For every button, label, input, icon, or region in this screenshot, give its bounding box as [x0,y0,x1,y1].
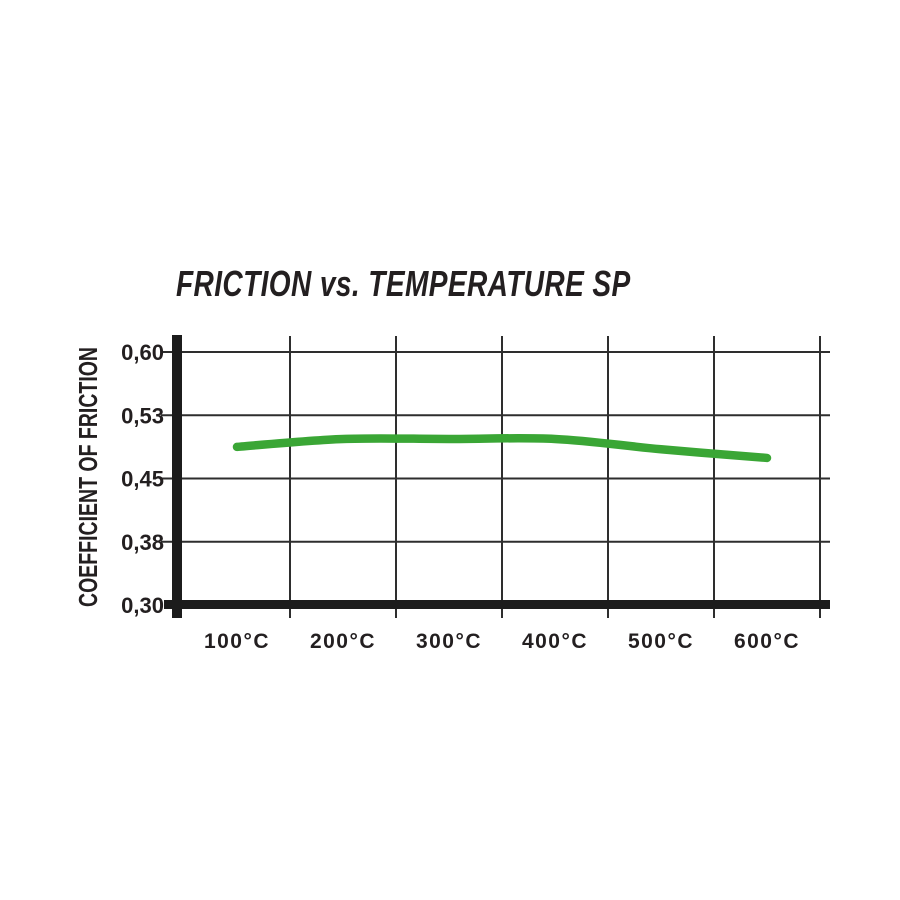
x-tick-label: 300°C [416,630,482,653]
y-tick-label: 0,45 [121,467,164,492]
x-tick-label: 600°C [734,630,800,653]
x-tick-label: 200°C [310,630,376,653]
x-tick-label: 100°C [204,630,270,653]
y-axis [172,335,182,618]
y-tick-label: 0,60 [121,340,164,365]
x-tick-label: 400°C [522,630,588,653]
y-tick-label: 0,53 [121,403,164,428]
x-tick-label: 500°C [628,630,694,653]
x-axis [164,600,830,609]
y-tick-label: 0,30 [121,593,164,618]
friction-curve [232,433,772,463]
chart-title: FRICTION vs. TEMPERATURE SP [176,263,631,304]
y-tick-label: 0,38 [121,530,164,555]
